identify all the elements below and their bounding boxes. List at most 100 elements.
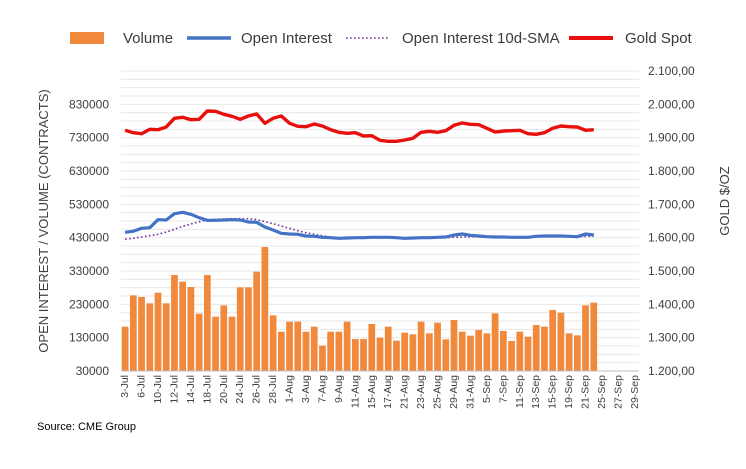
volume-bar [417, 321, 425, 371]
y-left-tick-label: 230000 [69, 297, 109, 311]
volume-bar [499, 331, 507, 371]
y-right-tick-label: 1.300,00 [648, 331, 695, 345]
x-tick-label: 3-Aug [300, 375, 312, 403]
x-tick-label: 14-Jul [185, 375, 197, 404]
y-right-axis-title: GOLD $/OZ [717, 166, 732, 235]
x-tick-label: 11-Aug [349, 375, 361, 408]
volume-bar [442, 339, 450, 371]
volume-bar [425, 333, 433, 371]
legend-label: Volume [123, 30, 173, 47]
y-right-tick-label: 1.200,00 [648, 364, 695, 378]
x-tick-label: 23-Aug [415, 375, 427, 409]
volume-bar [162, 303, 170, 371]
volume-bar [146, 303, 154, 371]
x-tick-label: 12-Jul [168, 375, 180, 404]
x-tick-label: 25-Aug [432, 375, 444, 409]
x-tick-label: 9-Aug [333, 375, 345, 403]
x-tick-label: 5-Sep [481, 375, 493, 403]
volume-bar [343, 321, 351, 371]
y-right-tick-label: 1.800,00 [648, 164, 695, 178]
legend-swatch-volume [70, 32, 104, 44]
x-tick-label: 26-Jul [251, 375, 263, 404]
volume-bar [384, 326, 392, 371]
volume-bar [302, 331, 310, 371]
volume-bar [327, 331, 335, 371]
volume-bar [483, 333, 491, 371]
legend-label: Gold Spot [625, 30, 693, 47]
x-tick-label: 29-Aug [448, 375, 460, 409]
volume-bar [376, 337, 384, 371]
open-interest-line [124, 210, 594, 240]
x-tick-label: 19-Sep [563, 375, 575, 409]
volume-bar [171, 275, 178, 371]
open-interest-sma-line [125, 217, 594, 241]
x-tick-label: 15-Aug [366, 375, 378, 409]
x-tick-label: 7-Aug [316, 375, 328, 403]
x-tick-label: 13-Sep [530, 375, 542, 409]
volume-bar [138, 297, 145, 371]
volume-bar [508, 341, 515, 371]
volume-bar [360, 339, 367, 371]
y-right-tick-label: 2.100,00 [648, 64, 695, 78]
x-tick-label: 6-Jul [136, 375, 148, 398]
volume-bar [294, 321, 302, 371]
volume-bar [582, 305, 589, 371]
x-tick-label: 3-Jul [119, 375, 131, 398]
x-tick-label: 1-Aug [284, 375, 296, 403]
legend-label: Open Interest 10d-SMA [402, 30, 560, 47]
y-right-tick-label: 1.900,00 [648, 131, 695, 145]
legend-label: Open Interest [241, 30, 333, 47]
x-tick-label: 15-Sep [547, 375, 559, 409]
y-left-tick-label: 330000 [69, 264, 109, 278]
y-left-tick-label: 30000 [76, 364, 110, 378]
volume-bar [245, 287, 252, 371]
y-left-tick-label: 830000 [69, 97, 109, 111]
volume-bar [516, 331, 524, 371]
volume-bar [310, 326, 318, 371]
volume-bar [475, 330, 483, 371]
x-tick-label: 28-Jul [267, 375, 279, 404]
volume-bar [557, 312, 565, 371]
volume-bar [187, 287, 195, 371]
y-right-tick-label: 2.000,00 [648, 97, 695, 111]
y-left-tick-label: 730000 [69, 131, 109, 145]
volume-bar [220, 305, 228, 371]
y-right-tick-label: 1.400,00 [648, 297, 695, 311]
volume-bar [450, 320, 458, 371]
y-right-tick-label: 1.700,00 [648, 197, 695, 211]
volume-bar [409, 334, 417, 371]
volume-bar [129, 295, 137, 371]
volume-bar [195, 313, 203, 371]
legend: Volume Open Interest Open Interest 10d-SMA… [70, 30, 693, 47]
volume-bar [203, 275, 211, 371]
x-tick-label: 27-Sep [612, 375, 624, 409]
volume-bar [212, 316, 219, 371]
volume-bar [236, 287, 244, 371]
volume-bar [121, 326, 129, 371]
x-tick-label: 21-Aug [399, 375, 411, 409]
y-left-tick-label: 530000 [69, 197, 109, 211]
volume-bar [549, 310, 557, 371]
volume-bar [491, 313, 499, 371]
y-left-axis-title: OPEN INTEREST / VOLUME (CONTRACTS) [36, 89, 51, 352]
volume-bar [351, 339, 359, 371]
volume-bar [573, 335, 581, 371]
volume-bar [458, 331, 466, 371]
volume-bar [286, 321, 293, 371]
volume-bar [228, 316, 236, 371]
volume-bar [179, 281, 187, 371]
volume-bar [277, 331, 285, 371]
source-note: Source: CME Group [37, 421, 137, 433]
volume-bar [434, 322, 441, 371]
x-tick-label: 21-Sep [580, 375, 592, 409]
volume-bar [269, 315, 277, 371]
volume-bar [253, 271, 261, 371]
volume-bar [541, 326, 548, 371]
volume-bar [154, 292, 162, 371]
x-tick-label: 29-Sep [629, 375, 641, 409]
x-tick-label: 31-Aug [464, 375, 476, 409]
x-tick-label: 25-Sep [596, 375, 608, 409]
volume-bar [467, 335, 474, 371]
